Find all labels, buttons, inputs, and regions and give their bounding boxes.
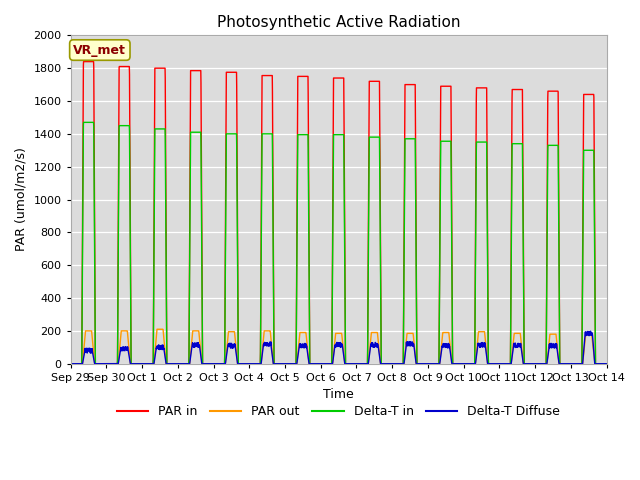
Text: VR_met: VR_met	[74, 44, 126, 57]
Legend: PAR in, PAR out, Delta-T in, Delta-T Diffuse: PAR in, PAR out, Delta-T in, Delta-T Dif…	[112, 400, 565, 423]
X-axis label: Time: Time	[323, 388, 354, 401]
Y-axis label: PAR (umol/m2/s): PAR (umol/m2/s)	[15, 147, 28, 252]
Title: Photosynthetic Active Radiation: Photosynthetic Active Radiation	[217, 15, 460, 30]
